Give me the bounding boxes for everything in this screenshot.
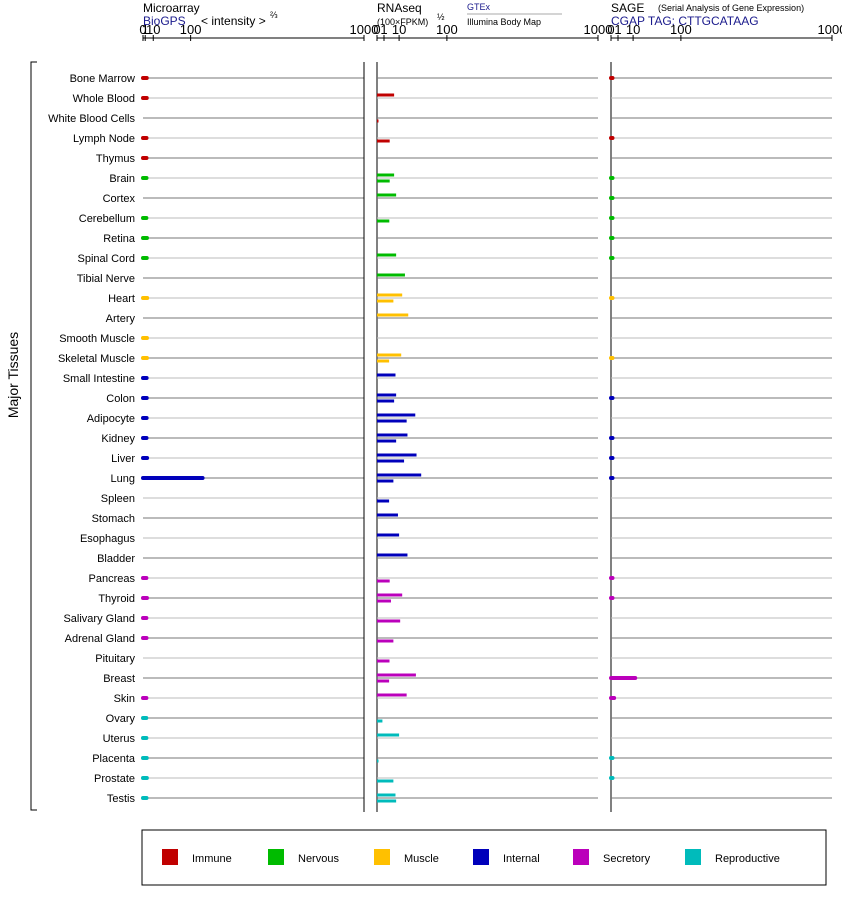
microarray-tick-label: 1 [142,22,149,37]
legend-swatch-immune [162,849,178,865]
microarray-scale-label: < intensity > [201,14,266,28]
microarray-tick-label: 1000 [350,22,379,37]
legend-label-muscle: Muscle [404,853,439,865]
legend-swatch-reproductive [685,849,701,865]
microarray-source: BioGPS [143,14,186,28]
sage-tick-label: 1000 [818,22,842,37]
rnaseq-tick-label: 1000 [584,22,613,37]
rnaseq-source-gtex: GTEx [467,2,491,12]
tissue-label: Adipocyte [87,413,135,425]
tissue-label: Skeletal Muscle [58,353,135,365]
legend-label-nervous: Nervous [298,853,339,865]
tissue-label: Pancreas [89,573,136,585]
tissue-label: Lymph Node [73,133,135,145]
legend-swatch-internal [473,849,489,865]
tissue-label: Heart [108,293,135,305]
tissue-label: Placenta [92,753,136,765]
sage-subtitle: (Serial Analysis of Gene Expression) [658,3,804,13]
tissue-label: Stomach [92,513,135,525]
y-axis-label: Major Tissues [5,332,21,418]
tissue-label: Prostate [94,773,135,785]
rnaseq-tick-label: 10 [392,22,406,37]
legend-label-internal: Internal [503,853,540,865]
legend-swatch-secretory [573,849,589,865]
tissue-label: Uterus [103,733,136,745]
tissue-label: Brain [109,173,135,185]
tissue-label: Colon [106,393,135,405]
sage-tag: CGAP TAG: CTTGCATAAG [611,14,759,28]
tissue-label: Artery [106,313,136,325]
legend-swatch-muscle [374,849,390,865]
sage-tick-label: 0 [607,22,614,37]
tissue-label: White Blood Cells [48,113,135,125]
tissue-label: Thyroid [98,593,135,605]
sage-tick-label: 100 [670,22,692,37]
tissue-label: Small Intestine [63,373,135,385]
sage-tick-label: 1 [614,22,621,37]
rnaseq-tick-label: 1 [380,22,387,37]
tissue-label: Spleen [101,493,135,505]
rnaseq-scale-label: (100×FPKM) [377,17,428,27]
rnaseq-scale-exp: ½ [437,12,445,22]
tissue-label: Skin [114,693,135,705]
rnaseq-tick-label: 0 [373,22,380,37]
legend-label-immune: Immune [192,853,232,865]
microarray-tick-label: 10 [146,22,160,37]
tissue-label: Ovary [106,713,136,725]
microarray-title: Microarray [143,1,200,15]
legend-swatch-nervous [268,849,284,865]
tissue-label: Whole Blood [73,93,135,105]
tissue-label: Bone Marrow [70,73,135,85]
tissue-label: Spinal Cord [78,253,135,265]
tissue-label: Tibial Nerve [77,273,135,285]
tissue-label: Cortex [103,193,136,205]
tissue-label: Smooth Muscle [59,333,135,345]
tissue-label: Thymus [96,153,136,165]
sage-title: SAGE [611,1,644,15]
y-axis-bracket [30,61,37,811]
legend-label-reproductive: Reproductive [715,853,780,865]
tissue-label: Cerebellum [79,213,135,225]
microarray-tick-label: 100 [180,22,202,37]
tissue-label: Kidney [101,433,135,445]
tissue-label: Retina [103,233,136,245]
rnaseq-tick-label: 100 [436,22,458,37]
sage-tick-label: 10 [626,22,640,37]
tissue-label: Liver [111,453,135,465]
rnaseq-source-illumina: Illumina Body Map [467,17,541,27]
tissue-label: Lung [111,473,135,485]
legend-label-secretory: Secretory [603,853,651,865]
tissue-label: Esophagus [80,533,136,545]
tissue-label: Testis [107,793,136,805]
tissue-label: Adrenal Gland [65,633,135,645]
tissue-label: Bladder [97,553,135,565]
tissue-label: Breast [103,673,135,685]
tissue-label: Pituitary [95,653,135,665]
microarray-tick-label: 0 [139,22,146,37]
rnaseq-title: RNAseq [377,1,422,15]
tissue-label: Salivary Gland [63,613,135,625]
microarray-scale-exp: ⅔ [270,10,278,20]
